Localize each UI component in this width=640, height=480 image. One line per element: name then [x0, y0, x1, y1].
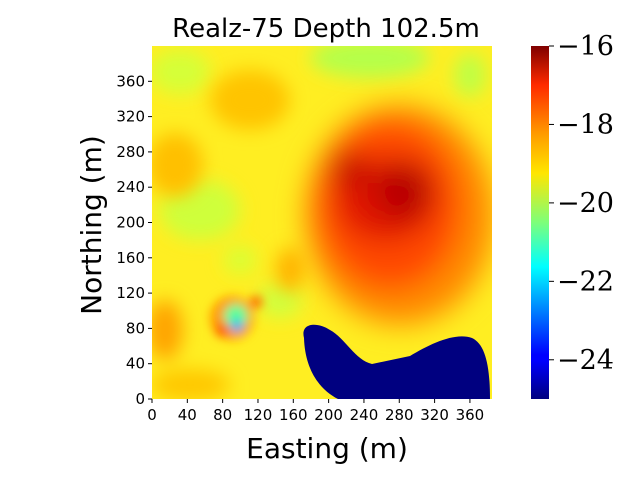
colorbar-tick-label: −18 [557, 109, 614, 140]
colorbar-tick-label: −24 [557, 345, 614, 376]
y-tick-label: 320 [116, 108, 145, 126]
x-axis: 0 40 80 120 160 200 240 280 320 360 [147, 399, 484, 424]
x-tick-label: 280 [385, 406, 414, 424]
y-tick-label: 0 [135, 390, 145, 408]
y-tick-label: 200 [116, 214, 145, 232]
x-tick-label: 240 [350, 406, 379, 424]
x-tick-label: 0 [147, 406, 157, 424]
x-tick-label: 160 [279, 406, 308, 424]
low-value-plume [303, 324, 490, 399]
y-tick-label: 280 [116, 143, 145, 161]
colorbar-tick-label: −22 [557, 266, 614, 297]
x-tick-label: 80 [213, 406, 232, 424]
colorbar-tick-label: −20 [557, 188, 614, 219]
y-axis-label: Northing (m) [75, 135, 108, 315]
y-tick-label: 120 [116, 284, 145, 302]
x-tick-label: 40 [178, 406, 197, 424]
y-tick-label: 40 [126, 355, 145, 373]
x-tick-label: 360 [456, 406, 485, 424]
y-tick-label: 80 [126, 319, 145, 337]
y-tick-label: 360 [116, 72, 145, 90]
chart-title: Realz-75 Depth 102.5m [172, 14, 480, 44]
x-axis-label: Easting (m) [246, 432, 408, 465]
orange-patches [152, 70, 304, 399]
colorbar [531, 46, 549, 399]
local-low [210, 296, 262, 340]
x-tick-label: 120 [244, 406, 273, 424]
x-tick-label: 320 [420, 406, 449, 424]
colorbar-axis: −16 −18 −20 −22 −24 [549, 31, 614, 376]
x-tick-label: 200 [314, 406, 343, 424]
y-axis: 0 40 80 120 160 200 240 280 320 360 [116, 72, 152, 408]
colorbar-tick-label: −16 [557, 31, 614, 62]
high-value-zone [305, 105, 492, 325]
y-tick-label: 160 [116, 249, 145, 267]
heatmap-field [152, 46, 492, 399]
y-tick-label: 240 [116, 178, 145, 196]
